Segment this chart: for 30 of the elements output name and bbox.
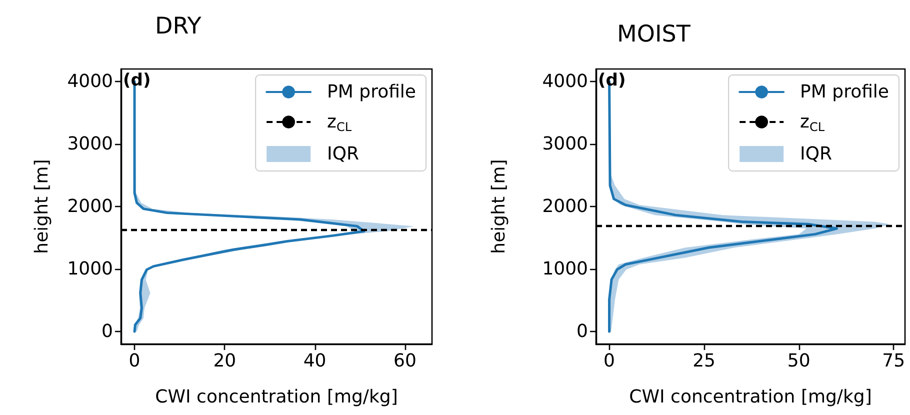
y-tick-label: 2000 bbox=[67, 196, 113, 217]
annotation: (d) bbox=[598, 70, 626, 90]
x-tick-label: 60 bbox=[394, 350, 416, 372]
x-tick-label: 20 bbox=[213, 350, 236, 372]
x-axis-title: CWI concentration [mg/kg] bbox=[155, 386, 398, 408]
y-tick-label: 3000 bbox=[67, 134, 113, 154]
x-tick-label: 25 bbox=[692, 350, 716, 372]
x-tick-label: 40 bbox=[303, 350, 326, 372]
x-tick-label: 75 bbox=[882, 350, 906, 372]
y-tick-label: 2000 bbox=[542, 196, 588, 217]
legend-label: IQR bbox=[788, 144, 832, 164]
x-tick-label: 0 bbox=[128, 350, 140, 372]
x-tick-label: 0 bbox=[604, 350, 615, 372]
chart-title: MOIST bbox=[617, 22, 692, 48]
y-axis-title: height [m] bbox=[488, 159, 510, 254]
annotation: (d) bbox=[123, 70, 151, 90]
y-tick-label: 1000 bbox=[542, 258, 588, 280]
y-tick-label: 1000 bbox=[67, 258, 113, 280]
legend-label: PM profile bbox=[788, 82, 889, 102]
x-tick-label: 50 bbox=[787, 350, 810, 372]
y-tick-label: 0 bbox=[576, 321, 588, 342]
x-axis-title: CWI concentration [mg/kg] bbox=[629, 386, 872, 408]
y-tick-label: 4000 bbox=[67, 71, 113, 92]
legend-label: PM profile bbox=[316, 82, 416, 102]
chart-title: DRY bbox=[155, 14, 202, 40]
y-tick-label: 3000 bbox=[542, 134, 588, 154]
y-axis-title: height [m] bbox=[32, 159, 52, 254]
y-tick-label: 4000 bbox=[542, 71, 588, 92]
y-tick-label: 0 bbox=[102, 321, 113, 342]
legend-label: IQR bbox=[316, 144, 360, 164]
